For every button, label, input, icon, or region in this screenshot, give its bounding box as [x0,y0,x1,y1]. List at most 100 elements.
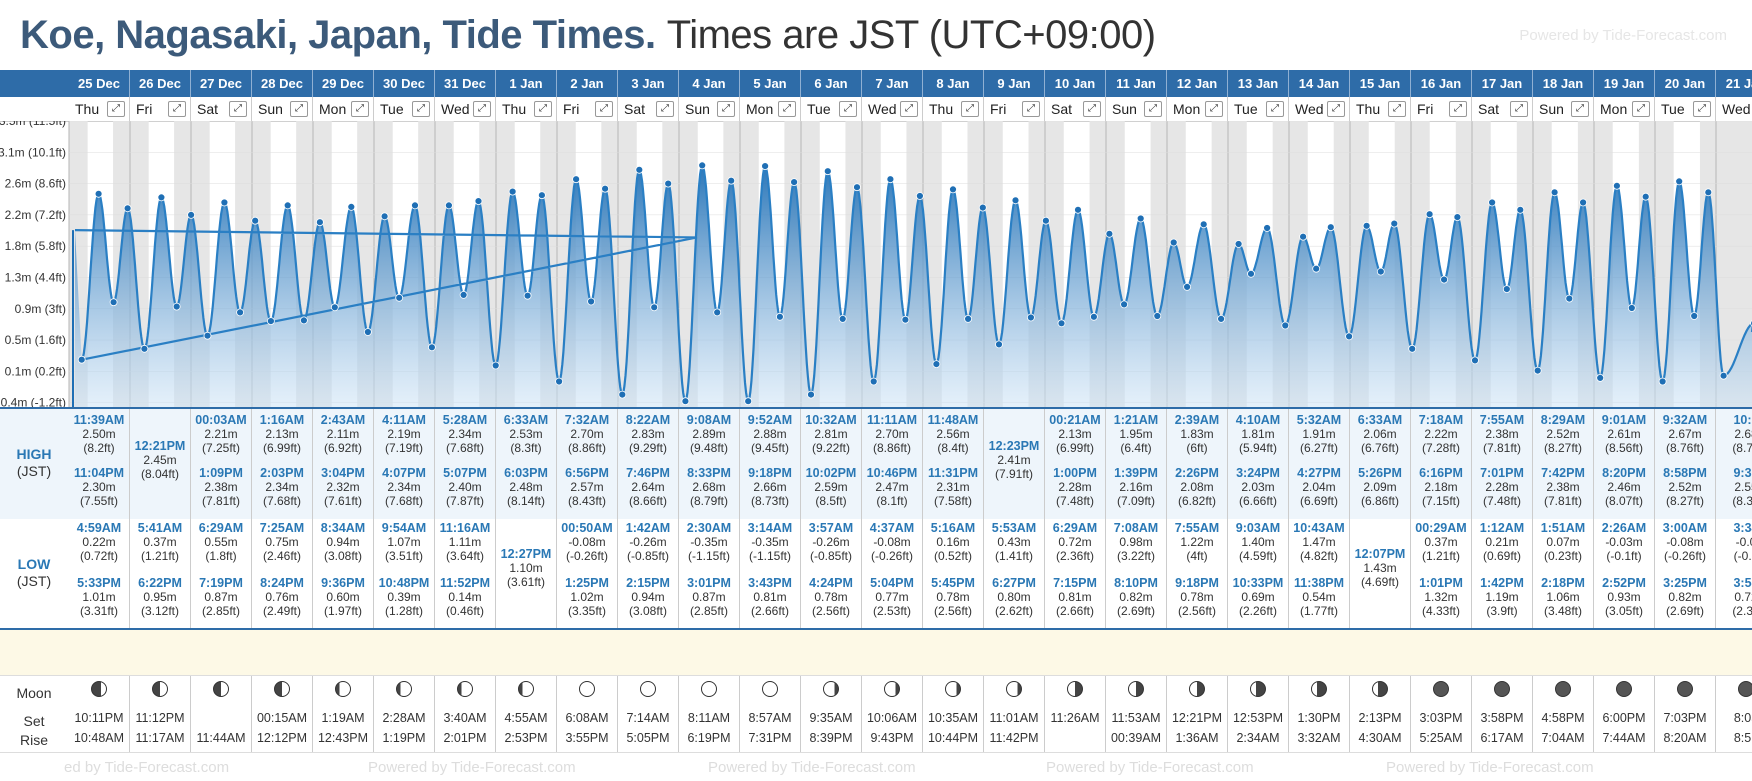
expand-icon[interactable]: ⤢ [168,101,186,117]
low-entry: 11:38PM 0.54m (1.77ft) [1289,576,1349,618]
high-height-m: 2.70m [570,427,604,441]
high-time: 5:07PM [443,466,487,480]
moon-phase-icon [1594,681,1654,700]
expand-icon[interactable]: ⤢ [778,101,796,117]
expand-icon[interactable]: ⤢ [656,101,674,117]
day-column: 9:52AM 2.88m (9.45ft) 9:18PM 2.66m (8.73ft) 3:… [740,409,801,752]
high-time: 10:32AM [805,413,857,427]
high-time: 9:18PM [748,466,792,480]
expand-icon[interactable]: ⤢ [595,101,613,117]
high-height-ft: (7.48ft) [1055,494,1094,508]
high-tide-point [1425,210,1434,219]
low-entry: 4:37AM -0.08m (-0.26ft) [862,521,922,563]
high-tide-point [1169,238,1178,247]
low-height-m: 0.60m [326,590,360,604]
day-cell: Mon ⤢ [1594,97,1655,121]
low-time: 11:16AM [439,521,491,535]
high-height-ft: (8.86ft) [567,441,606,455]
high-height-m: 2.46m [1607,480,1641,494]
low-height-m: 1.19m [1485,590,1519,604]
day-cell: Mon ⤢ [740,97,801,121]
low-time: 9:18PM [1175,576,1219,590]
expand-icon[interactable]: ⤢ [1022,101,1040,117]
expand-icon[interactable]: ⤢ [1693,101,1711,117]
moonrise-time: 11:42PM [989,731,1039,745]
high-tide-point [1516,205,1525,214]
day-column: 00:21AM 2.13m (6.99ft) 1:00PM 2.28m (7.48ft) 6… [1045,409,1106,752]
high-height-m: 2.70m [875,427,909,441]
high-tide-point [1042,216,1050,225]
expand-icon[interactable]: ⤢ [412,101,430,117]
expand-icon[interactable]: ⤢ [1449,101,1467,117]
expand-icon[interactable]: ⤢ [1205,101,1223,117]
timezone-note: Times are JST (UTC+09:00) [666,13,1156,57]
high-tide-point [538,191,546,200]
high-entry: 10:32AM 2.81m (9.22ft) [801,413,861,455]
low-tide-point [427,343,436,352]
moon-icon [1677,681,1693,697]
expand-icon[interactable]: ⤢ [900,101,918,117]
low-height-ft: (2.56ft) [933,604,972,618]
high-time: 1:21AM [1113,413,1159,427]
moon-phase-icon [923,681,983,700]
expand-icon[interactable]: ⤢ [1266,101,1284,117]
expand-icon[interactable]: ⤢ [107,101,125,117]
day-cell: Tue ⤢ [374,97,435,121]
low-height-m: 0.80m [997,590,1031,604]
date-cell: 16 Jan [1411,70,1472,97]
high-tide-point [1263,224,1271,232]
expand-icon[interactable]: ⤢ [473,101,491,117]
high-height-m: 2.28m [1058,480,1092,494]
expand-icon[interactable]: ⤢ [1510,101,1528,117]
high-height-ft: (9.29ft) [628,441,667,455]
moon-phase-icon [1289,681,1349,700]
low-height-ft: (1.28ft) [384,604,423,618]
high-height-m: 2.28m [1485,480,1519,494]
high-height-m: 2.57m [570,480,604,494]
expand-icon[interactable]: ⤢ [1083,101,1101,117]
moonrise-time: 10:48AM [73,731,125,745]
low-height-m: 1.32m [1424,590,1458,604]
expand-icon[interactable]: ⤢ [1144,101,1162,117]
low-time: 7:25AM [259,521,305,535]
high-entry: 11:48AM 2.56m (8.4ft) [923,413,983,455]
day-name: Wed [1722,101,1751,117]
expand-icon[interactable]: ⤢ [229,101,247,117]
expand-icon[interactable]: ⤢ [534,101,552,117]
moon-phase-icon [252,681,312,700]
low-tide-point [1345,332,1353,341]
low-tide-point [363,328,372,336]
low-height-m: -0.08m [568,535,606,549]
expand-icon[interactable]: ⤢ [1388,101,1406,117]
low-height-m: 1.11m [448,535,482,549]
expand-icon[interactable]: ⤢ [1327,101,1345,117]
expand-icon[interactable]: ⤢ [351,101,369,117]
low-time: 7:55AM [1174,521,1220,535]
expand-icon[interactable]: ⤢ [839,101,857,117]
high-time: 2:39AM [1174,413,1220,427]
high-entry: 1:21AM 1.95m (6.4ft) [1106,413,1166,455]
high-height-ft: (8.07ft) [1604,494,1643,508]
expand-icon[interactable]: ⤢ [1632,101,1650,117]
high-tide-point [123,204,132,213]
high-tide-point [1550,188,1559,197]
high-entry: 8:29AM 2.52m (8.27ft) [1533,413,1593,455]
low-height-ft: (3.61ft) [506,575,545,589]
low-time: 3:25PM [1663,576,1707,590]
high-height-m: 2.18m [1424,480,1458,494]
low-height-ft: (1.97ft) [323,604,362,618]
high-height-m: 2.66m [753,480,787,494]
day-cell: Thu ⤢ [69,97,130,121]
low-height-ft: (-0.26ft) [565,549,608,563]
high-entry: 5:26PM 2.09m (6.86ft) [1350,466,1410,508]
expand-icon[interactable]: ⤢ [1571,101,1589,117]
expand-icon[interactable]: ⤢ [961,101,979,117]
day-name: Mon [319,101,347,117]
date-cell: 26 Dec [130,70,191,97]
low-tide-point [1565,294,1574,303]
high-height-ft: (5.94ft) [1238,441,1277,455]
low-tide-point [1502,285,1511,294]
expand-icon[interactable]: ⤢ [717,101,735,117]
moonset-time: 10:06AM [866,711,918,725]
expand-icon[interactable]: ⤢ [290,101,308,117]
